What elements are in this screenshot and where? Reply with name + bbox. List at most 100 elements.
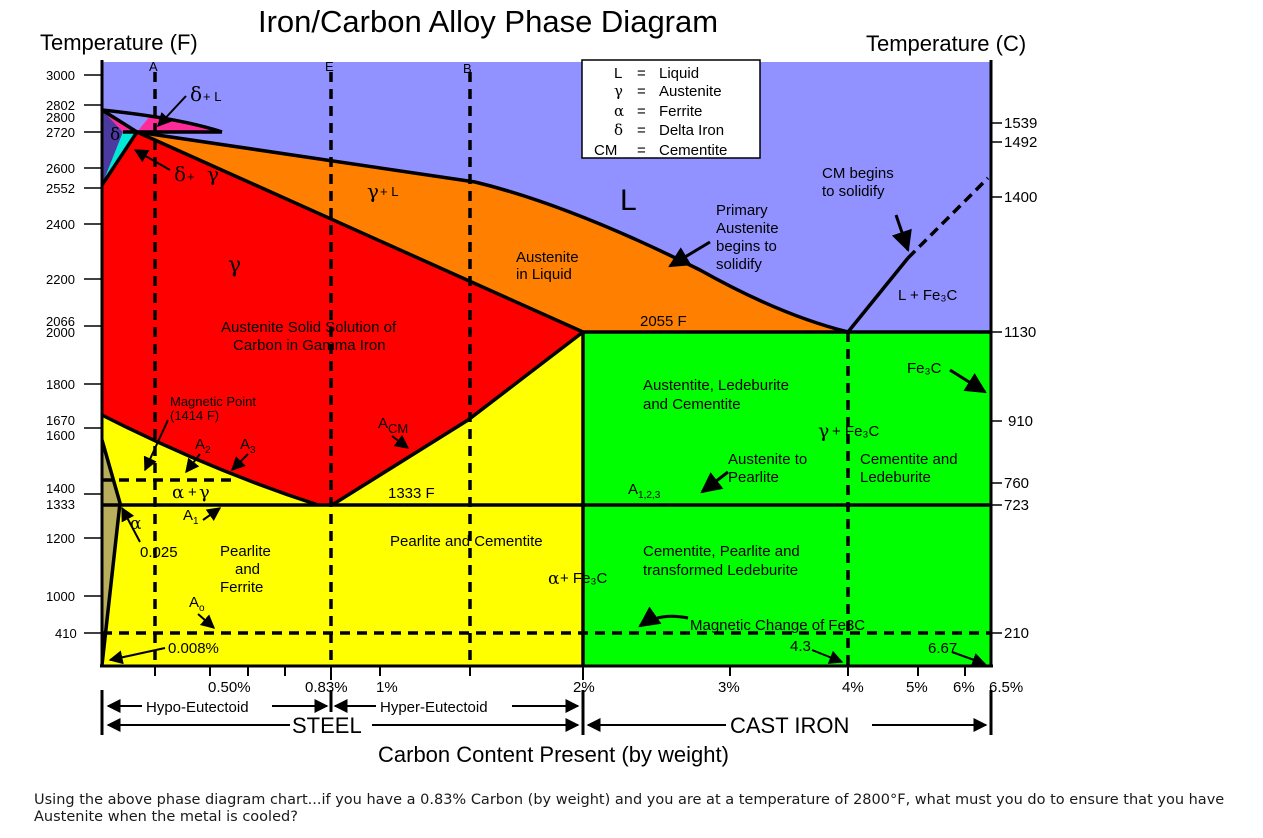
pearlite-cementite-label: Pearlite and Cementite <box>390 533 543 550</box>
right-tick-marks <box>991 122 1002 634</box>
pearlite-ferrite-label-2: and <box>235 561 260 578</box>
austenite-solid-label-1: Austenite Solid Solution of <box>221 319 397 336</box>
carbon-tick-label: 3% <box>718 679 740 696</box>
carbon-tick-label: 4% <box>842 679 864 696</box>
cementite-ledeburite-label-2: Ledeburite <box>860 469 931 486</box>
c-43-label: 4.3 <box>790 638 811 655</box>
carbon-tick-label: 0.83% <box>305 679 348 696</box>
alpha-gamma-symbol-2: γ <box>199 482 210 503</box>
line-label-e: E <box>325 59 334 74</box>
delta-gamma-plus: + <box>187 169 195 184</box>
austenite-region <box>102 132 583 505</box>
austentite-ledeburite-label-1: Austentite, Ledeburite <box>643 377 789 394</box>
a3-sub: 3 <box>250 445 256 456</box>
legend-symbol: α <box>614 102 624 120</box>
c-667-arrow <box>951 651 987 667</box>
austentite-ledeburite-label-2: and Cementite <box>643 396 741 413</box>
delta-l-label: + L <box>203 89 221 104</box>
legend-text: Delta Iron <box>659 122 724 139</box>
a1-arrow <box>202 507 222 521</box>
carbon-tick-label: 6% <box>953 679 975 696</box>
f-tick-label: 2802 <box>46 98 75 113</box>
cm-solidify-dashed <box>906 176 990 260</box>
f-tick-label: 410 <box>55 626 77 641</box>
f-tick-label: 2600 <box>46 161 75 176</box>
magnetic-point-label-2: (1414 F) <box>170 408 219 423</box>
a1-a: A <box>183 507 193 524</box>
a123-label: A1,2,3 <box>628 481 661 501</box>
range-brackets <box>100 690 993 735</box>
f-tick-label: 2000 <box>46 325 75 340</box>
a0-sub: o <box>199 603 205 614</box>
f-tick-label: 1670 <box>46 413 75 428</box>
question-text: Using the above phase diagram chart...if… <box>34 792 1225 825</box>
austenite-pearlite-arrow <box>700 470 729 494</box>
carbon-tick-label: 5% <box>906 679 928 696</box>
c-0025-arrow <box>121 506 141 543</box>
hyper-eutectoid-label: Hyper-Eutectoid <box>380 699 488 716</box>
line-label-b: B <box>463 61 472 76</box>
f-tick-label: 2552 <box>46 181 75 196</box>
legend-equals: = <box>637 122 646 139</box>
gamma-l-symbol: γ <box>367 179 379 203</box>
a3-label: A3 <box>240 436 256 456</box>
f-tick-label: 2720 <box>46 125 75 140</box>
fahrenheit-tick-labels: 3000 2802 2800 2720 2600 2552 2400 2200 … <box>46 68 77 641</box>
delta-gamma-arrow <box>133 149 171 171</box>
line-label-a: A <box>149 59 158 74</box>
left-axis-title: Temperature (F) <box>40 30 198 55</box>
a2-a: A <box>195 436 205 453</box>
delta-l-symbol: δ <box>190 82 202 106</box>
cm-begins-label-2: to solidify <box>822 183 885 200</box>
primary-austenite-label-1: Primary <box>716 202 768 219</box>
magnetic-point-arrow <box>143 419 169 472</box>
legend: L = Liquid γ = Austenite α = Ferrite δ =… <box>594 65 727 159</box>
c-0008-label: 0.008% <box>168 640 219 657</box>
a1-label: A1 <box>183 507 199 527</box>
f-tick-label: 1600 <box>46 428 75 443</box>
legend-text: Cementite <box>659 142 727 159</box>
acm-a: A <box>378 415 388 432</box>
f-tick-label: 1800 <box>46 377 75 392</box>
delta-gamma-symbol-1: δ <box>174 162 186 186</box>
legend-symbol: δ <box>614 121 623 139</box>
c-tick-label: 1492 <box>1004 134 1037 151</box>
cm-begins-label-1: CM begins <box>822 165 894 182</box>
primary-austenite-label-3: begins to <box>716 238 777 255</box>
acm-label: ACM <box>378 415 408 436</box>
f-tick-label: 2800 <box>46 110 75 125</box>
a2-sub: 2 <box>205 445 211 456</box>
a1-sub: 1 <box>193 516 199 527</box>
primary-austenite-label-4: solidify <box>716 256 762 273</box>
austenite-liquid-region <box>123 132 848 332</box>
cm-begins-arrow <box>891 214 912 252</box>
temp-2055-label: 2055 F <box>640 313 687 330</box>
gamma-fe3c-symbol: γ <box>818 420 829 442</box>
primary-austenite-arrow <box>668 240 711 268</box>
c-tick-label: 1539 <box>1004 115 1037 132</box>
liquid-label: L <box>620 184 637 217</box>
c-tick-label: 210 <box>1004 625 1029 642</box>
legend-equals: = <box>637 65 646 82</box>
pearlite-ferrite-label-1: Pearlite <box>220 543 271 560</box>
delta-label: δ <box>110 125 120 145</box>
f-tick-label: 1400 <box>46 481 75 496</box>
diagram-title: Iron/Carbon Alloy Phase Diagram <box>258 4 718 39</box>
f-tick-label: 1000 <box>46 589 75 604</box>
acm-sub: CM <box>388 421 408 436</box>
l-fe3c-label: L + Fe₃C <box>898 287 957 304</box>
carbon-tick-label: 1% <box>376 679 398 696</box>
carbon-tick-label: 0.50% <box>208 679 251 696</box>
cast-iron-label: CAST IRON <box>730 713 849 738</box>
delta-region <box>102 110 123 185</box>
fe3c-label: Fe₃C <box>907 360 942 377</box>
a3-arrow <box>231 453 249 471</box>
a0-arrow <box>197 613 216 629</box>
legend-equals: = <box>637 83 646 100</box>
temp-1333-label: 1333 F <box>388 485 435 502</box>
c-tick-label: 760 <box>1004 475 1029 492</box>
austenite-liquid-label-2: in Liquid <box>516 266 572 283</box>
legend-symbol: CM <box>594 142 617 159</box>
gamma-fe3c-label: + Fe₃C <box>832 423 880 440</box>
delta-l-arrow <box>157 95 187 128</box>
